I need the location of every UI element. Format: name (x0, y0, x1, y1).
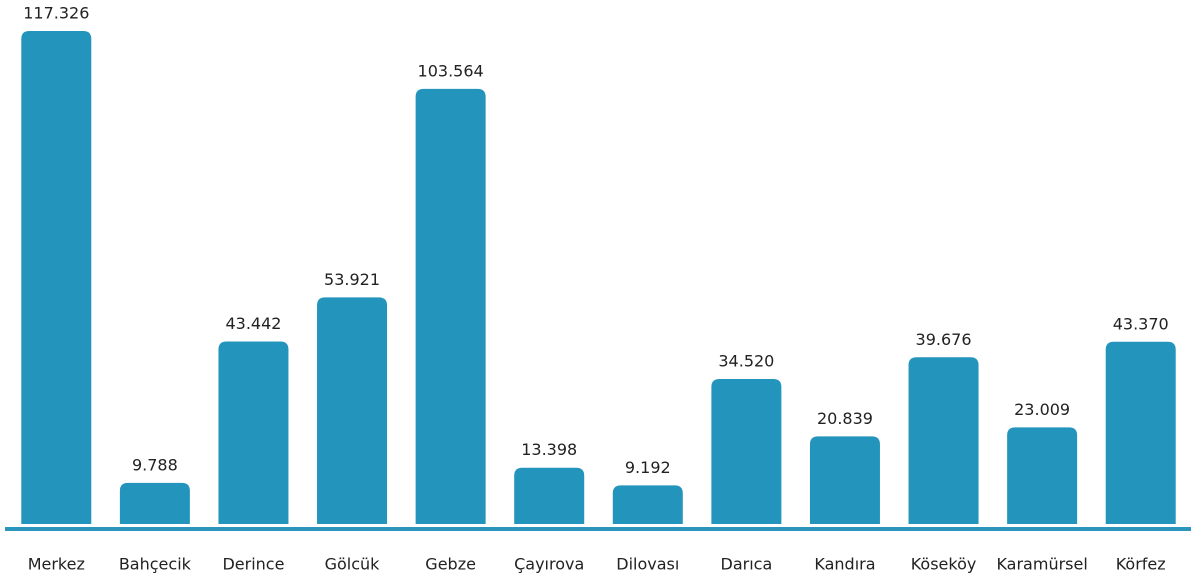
bar (908, 357, 979, 524)
x-tick-label: Kandıra (814, 555, 875, 574)
value-label: 13.398 (521, 440, 577, 459)
bar (514, 467, 585, 524)
value-label: 103.564 (418, 61, 484, 80)
x-tick-label: Köseköy (911, 555, 977, 574)
value-label: 20.839 (817, 409, 873, 428)
bar (218, 341, 289, 524)
x-tick-label: Merkez (28, 555, 85, 574)
x-tick-label: Çayırova (514, 555, 584, 574)
bar (119, 482, 190, 524)
value-label: 53.921 (324, 270, 380, 289)
x-tick-label: Gebze (425, 555, 476, 574)
x-tick-label: Karamürsel (996, 555, 1087, 574)
value-label: 9.192 (625, 458, 671, 477)
bar (711, 378, 782, 524)
x-tick-label: Derince (222, 555, 284, 574)
value-label: 43.442 (225, 314, 281, 333)
bar (317, 297, 388, 524)
bar (415, 88, 486, 525)
x-tick-label: Gölcük (325, 555, 381, 574)
bar (1007, 427, 1078, 524)
value-label: 23.009 (1014, 400, 1070, 419)
bar (21, 31, 92, 524)
bar (1105, 341, 1176, 524)
bar (612, 485, 683, 524)
value-label: 43.370 (1113, 314, 1169, 333)
x-tick-label: Darıca (721, 555, 773, 574)
value-label: 9.788 (132, 455, 178, 474)
value-label: 117.326 (23, 4, 89, 23)
x-tick-label: Bahçecik (119, 555, 192, 574)
value-label: 34.520 (718, 351, 774, 370)
bar (809, 436, 880, 524)
x-tick-label: Körfez (1116, 555, 1166, 574)
value-label: 39.676 (916, 330, 972, 349)
x-tick-label: Dilovası (616, 555, 679, 574)
